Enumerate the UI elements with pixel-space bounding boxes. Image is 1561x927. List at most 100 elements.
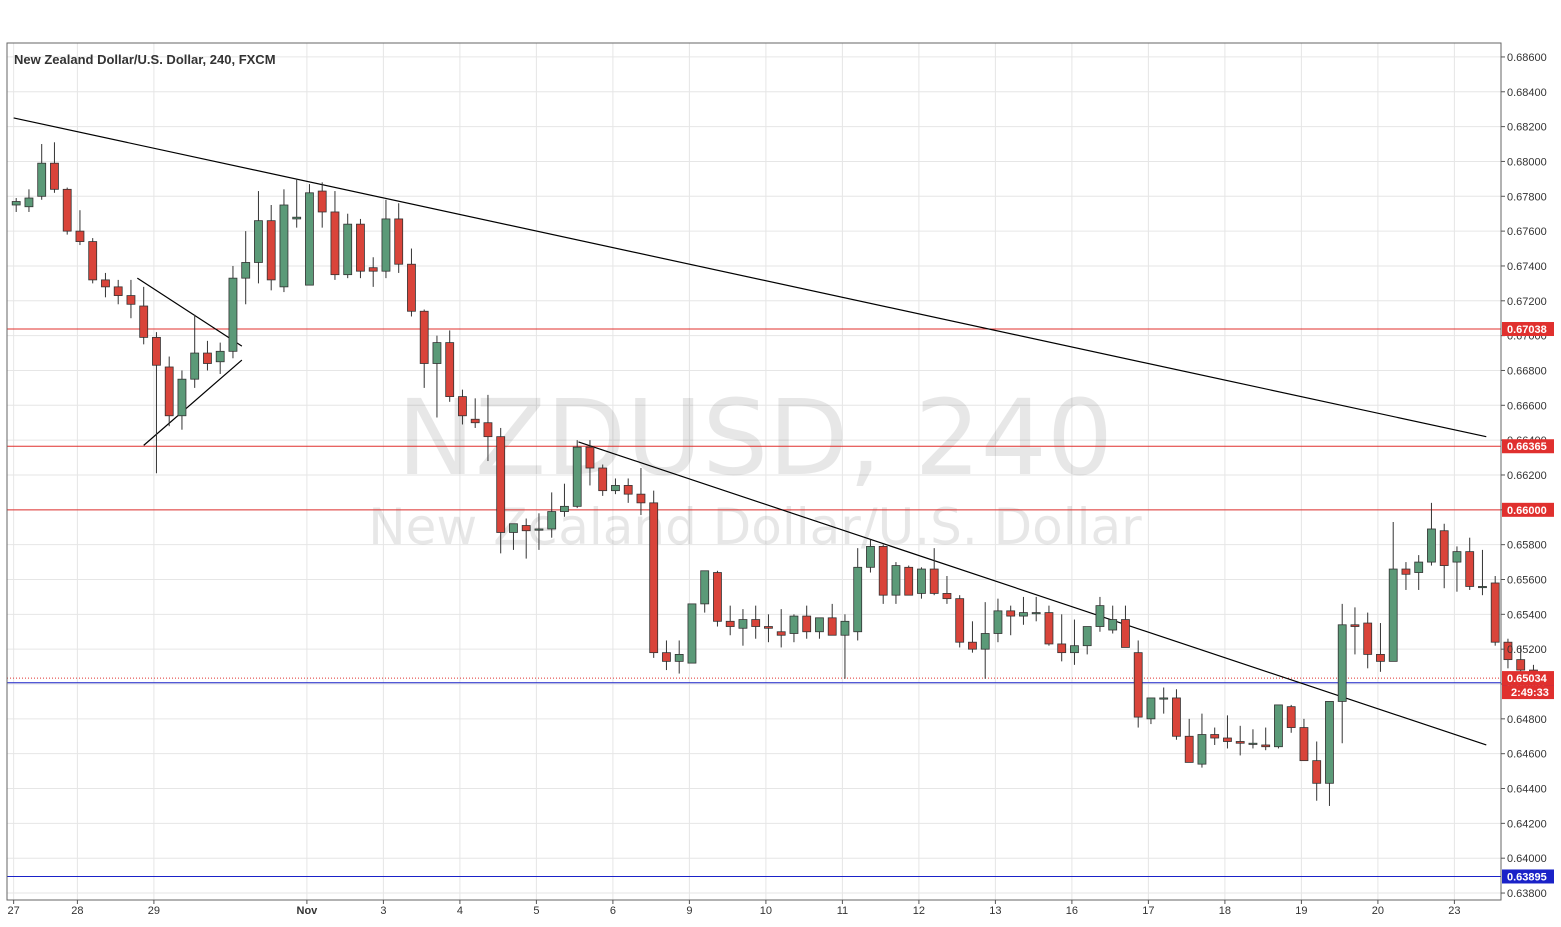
x-tick-label: 18 xyxy=(1219,905,1231,917)
candle xyxy=(866,539,875,573)
candle xyxy=(509,523,518,550)
candle-body xyxy=(458,396,467,417)
candle-body xyxy=(1312,760,1322,784)
candle-body xyxy=(713,572,722,622)
price-axis[interactable]: 0.68600 0.68400 0.68200 0.68000 0.67800 0.676… xyxy=(1501,52,1547,900)
candle xyxy=(75,210,85,246)
candle-body xyxy=(725,620,735,627)
x-tick-label: 23 xyxy=(1448,905,1460,917)
x-tick-label: 3 xyxy=(380,905,386,917)
candle-body xyxy=(292,216,302,220)
countdown-label: 2:49:33 xyxy=(1511,687,1549,699)
candle xyxy=(1223,715,1232,749)
candle xyxy=(1261,727,1271,751)
candle xyxy=(764,614,773,643)
candle xyxy=(878,544,888,604)
candle xyxy=(356,218,365,279)
candle-body xyxy=(942,593,952,600)
candle xyxy=(394,203,404,273)
y-tick-label: 0.66200 xyxy=(1507,470,1547,482)
candle-body xyxy=(1159,697,1169,700)
candle xyxy=(1095,596,1105,632)
candle xyxy=(305,184,314,286)
candle-body xyxy=(1031,612,1041,615)
candle xyxy=(1197,713,1207,768)
candle-body xyxy=(1516,659,1526,671)
level-tag-bg xyxy=(1502,322,1554,337)
time-axis[interactable]: 27 28 29 Nov 3 4 5 6 9 10 11 12 13 16 17 18 19 20 23 xyxy=(8,900,1461,917)
candle-body xyxy=(968,641,977,650)
candle-body xyxy=(177,378,187,417)
candle xyxy=(560,483,569,517)
candle-body xyxy=(1146,697,1156,720)
candle xyxy=(1490,576,1500,646)
candle xyxy=(585,440,595,486)
candle-body xyxy=(279,204,289,288)
candle xyxy=(1376,623,1385,672)
candle-body xyxy=(11,201,21,206)
candle-body xyxy=(228,277,238,352)
trend-line xyxy=(578,441,1487,746)
y-tick-label: 0.64200 xyxy=(1507,818,1547,830)
candle-body xyxy=(1439,530,1449,566)
trend-line xyxy=(136,277,243,347)
y-tick-label: 0.64600 xyxy=(1507,749,1547,761)
candle xyxy=(279,189,289,293)
candle xyxy=(330,191,340,280)
level-tag: 0.66000 xyxy=(1502,502,1554,517)
candle xyxy=(1452,546,1462,592)
trend-lines xyxy=(13,117,1487,746)
candle xyxy=(1184,718,1194,763)
candle-body xyxy=(815,617,824,633)
candle xyxy=(432,335,442,418)
candle-body xyxy=(611,485,620,492)
candle xyxy=(483,394,493,462)
candle-body xyxy=(955,598,965,643)
candle xyxy=(598,464,608,496)
candle-body xyxy=(738,619,748,629)
candle-body xyxy=(521,525,531,532)
candle-body xyxy=(1044,612,1054,645)
candle xyxy=(1159,687,1169,714)
candle xyxy=(419,309,429,388)
candle xyxy=(1121,605,1130,648)
candle-body xyxy=(356,223,365,272)
candle-body xyxy=(203,352,212,364)
candle-body xyxy=(419,310,429,364)
candle-body xyxy=(343,223,353,276)
x-tick-label: 4 xyxy=(457,905,463,917)
candle xyxy=(623,478,633,503)
candle xyxy=(1031,596,1041,622)
candle-body xyxy=(534,528,544,531)
candle xyxy=(1325,701,1334,806)
candle xyxy=(11,198,21,212)
level-tag-label: 0.63895 xyxy=(1507,871,1547,883)
candle xyxy=(815,617,824,639)
candle-body xyxy=(1197,734,1207,765)
level-tag-bg xyxy=(1502,869,1554,884)
candles xyxy=(11,142,1538,806)
candle-body xyxy=(254,220,263,263)
y-tick-label: 0.64000 xyxy=(1507,853,1547,865)
y-tick-label: 0.63800 xyxy=(1507,888,1547,900)
candle xyxy=(88,238,98,284)
candle xyxy=(1006,605,1016,636)
candle xyxy=(802,605,812,639)
candle xyxy=(1439,523,1449,589)
candle-body xyxy=(37,162,47,197)
candle-body xyxy=(215,350,225,363)
candle xyxy=(1312,741,1322,801)
candle-body xyxy=(1401,568,1411,575)
candle xyxy=(700,570,710,613)
candle-body xyxy=(317,190,327,213)
candle xyxy=(1337,603,1347,744)
candle xyxy=(1248,729,1258,749)
countdown-bg xyxy=(1502,685,1554,700)
level-tag: 0.66365 xyxy=(1502,439,1554,454)
x-tick-label: 12 xyxy=(913,905,925,917)
y-tick-label: 0.67600 xyxy=(1507,226,1547,238)
candle xyxy=(789,614,799,643)
candle-body xyxy=(190,352,200,380)
candle-body xyxy=(305,192,314,286)
